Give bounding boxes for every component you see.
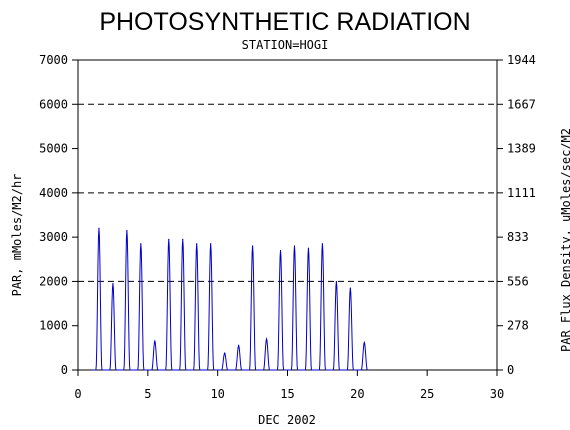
y-tick-label-right: 1111 [507, 186, 536, 200]
daily-peak-point [196, 243, 198, 245]
daily-peak-point [140, 243, 142, 245]
daily-peak-point [251, 245, 254, 247]
y-axis-label-right: PAR Flux Density, uMoles/sec/M2 [559, 128, 570, 352]
y-tick-label-right: 1667 [507, 97, 536, 111]
daily-peak-point [210, 243, 212, 245]
daily-peak-point [224, 352, 226, 354]
x-axis-label: DEC 2002 [258, 413, 316, 427]
y-axis-left: 0 1000 2000 3000 4000 5000 6000 7000 [39, 53, 78, 377]
daily-peak-point [335, 280, 337, 283]
y-tick-label-right: 1389 [507, 142, 536, 156]
x-tick-label: 30 [490, 387, 504, 401]
y-tick-label-right: 0 [507, 363, 514, 377]
daily-peak-point [307, 247, 310, 249]
chart-title: PHOTOSYNTHETIC RADIATION [99, 8, 470, 36]
y-tick-label-left: 4000 [39, 186, 68, 200]
x-tick-label: 10 [210, 387, 224, 401]
y-axis-label-left: PAR, mMoles/M2/hr [10, 174, 24, 297]
y-tick-label-left: 1000 [39, 319, 68, 333]
x-tick-label: 5 [144, 387, 151, 401]
y-tick-label-right: 556 [507, 274, 529, 288]
series-group [93, 227, 369, 371]
x-tick-label: 15 [280, 387, 294, 401]
y-tick-label-left: 3000 [39, 230, 68, 244]
daily-peak-point [349, 287, 351, 289]
y-tick-label-left: 2000 [39, 274, 68, 288]
daily-peak-point [168, 238, 170, 240]
reference-lines [78, 103, 497, 282]
x-axis: 0 5 10 15 20 25 30 [74, 370, 504, 401]
y-tick-label-right: 1944 [507, 53, 536, 67]
daily-peak-point [265, 338, 268, 340]
daily-peak-point [363, 341, 365, 344]
y-tick-label-right: 278 [507, 319, 529, 333]
y-tick-label-right: 833 [507, 230, 529, 244]
daily-peak-point [154, 340, 156, 342]
y-tick-label-left: 7000 [39, 53, 68, 67]
y-axis-right: 0 278 556 833 1111 1389 1667 1944 [497, 53, 536, 377]
daily-peak-point [126, 229, 128, 232]
x-tick-label: 20 [350, 387, 364, 401]
daily-peak-point [112, 283, 114, 285]
x-tick-label: 0 [74, 387, 81, 401]
y-tick-label-left: 5000 [39, 142, 68, 156]
daily-peak-point [321, 243, 324, 245]
plot-frame [77, 59, 498, 371]
daily-peak-point [182, 238, 184, 240]
y-tick-label-left: 6000 [39, 97, 68, 111]
daily-peak-point [98, 227, 100, 229]
daily-peak-point [238, 345, 240, 347]
daily-peak-point [293, 245, 296, 247]
x-tick-label: 25 [420, 387, 434, 401]
chart-subtitle: STATION=HOGI [242, 38, 329, 52]
y-tick-label-left: 0 [61, 363, 68, 377]
par-series-line [93, 228, 369, 371]
daily-peak-point [279, 249, 282, 252]
